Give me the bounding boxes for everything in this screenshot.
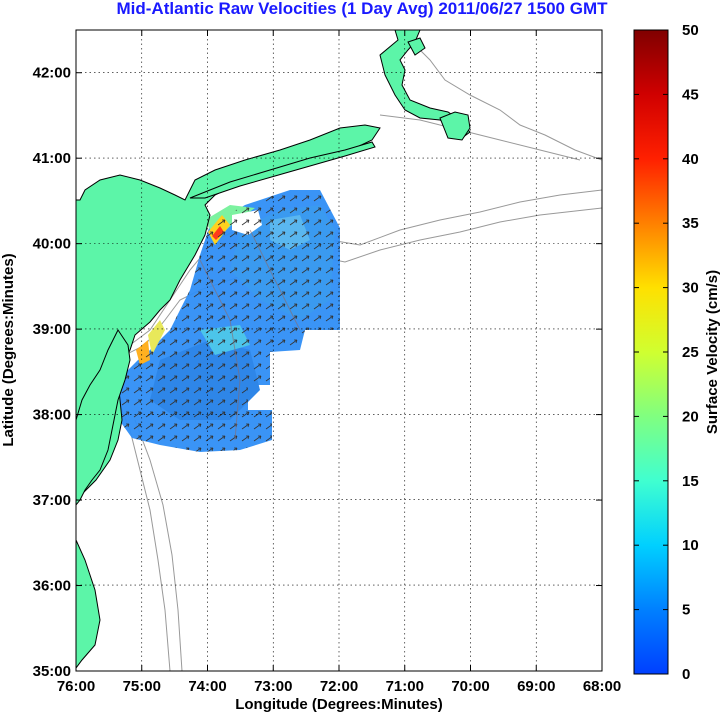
x-tick-label: 70:00 (451, 678, 489, 695)
y-tick-label: 41:00 (33, 150, 71, 167)
x-tick-label: 69:00 (517, 678, 555, 695)
colorbar-tick-label: 25 (682, 344, 699, 361)
y-axis-label: Latitude (Degrees:Minutes) (0, 253, 17, 446)
y-tick-label: 42:00 (33, 65, 71, 82)
colorbar-label: Surface Velocity (cm/s) (704, 270, 721, 434)
y-axis-ticks: 42:00 41:00 40:00 39:00 38:00 37:00 36:00 35:00 (33, 65, 602, 680)
x-tick-label: 71:00 (386, 678, 424, 695)
x-tick-label: 74:00 (188, 678, 226, 695)
colorbar-tick-label: 40 (682, 151, 699, 168)
colorbar-tick-label: 35 (682, 215, 699, 232)
x-tick-label: 76:00 (57, 678, 95, 695)
y-tick-label: 36:00 (33, 578, 71, 595)
y-tick-label: 40:00 (33, 236, 71, 253)
colorbar-tick-label: 20 (682, 408, 699, 425)
y-tick-label: 38:00 (33, 407, 71, 424)
x-axis-label: Longitude (Degrees:Minutes) (235, 696, 443, 713)
land-masses (76, 30, 471, 669)
map-plot-area (76, 30, 602, 671)
x-tick-label: 73:00 (254, 678, 292, 695)
colorbar-tick-label: 0 (682, 666, 690, 683)
colorbar-tick-label: 15 (682, 473, 699, 490)
colorbar-tick-label: 5 (682, 602, 690, 619)
y-tick-label: 39:00 (33, 321, 71, 338)
colorbar-tick-label: 45 (682, 86, 699, 103)
velocity-field (112, 190, 340, 452)
colorbar-tick-label: 30 (682, 280, 699, 297)
colorbar (633, 29, 669, 675)
colorbar-ticks: 0 5 10 15 20 25 30 35 40 45 50 (634, 22, 699, 683)
colorbar-tick-label: 10 (682, 537, 699, 554)
figure-title: Mid-Atlantic Raw Velocities (1 Day Avg) … (117, 0, 609, 18)
x-tick-label: 68:00 (583, 678, 621, 695)
y-tick-label: 35:00 (33, 663, 71, 680)
colorbar-tick-label: 50 (682, 22, 699, 39)
x-tick-label: 75:00 (123, 678, 161, 695)
x-tick-label: 72:00 (320, 678, 358, 695)
x-axis-ticks: 76:00 75:00 74:00 73:00 72:00 71:00 70:00 69:00… (57, 30, 621, 695)
map-grid (76, 30, 602, 671)
y-tick-label: 37:00 (33, 492, 71, 509)
